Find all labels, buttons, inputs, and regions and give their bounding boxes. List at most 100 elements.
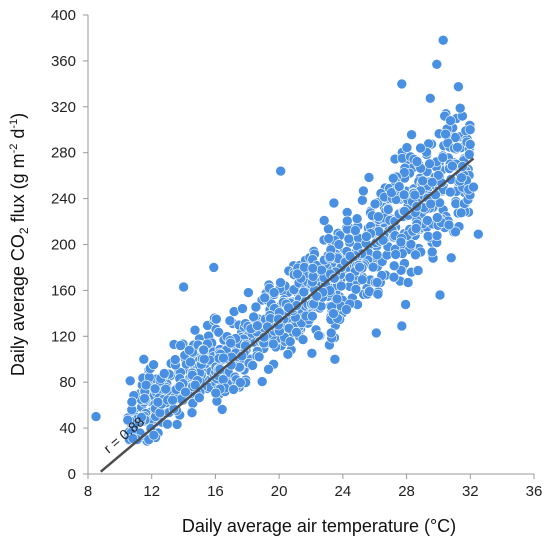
data-point xyxy=(122,414,134,426)
data-point xyxy=(154,407,166,419)
data-point xyxy=(437,152,449,163)
data-point xyxy=(434,289,446,301)
data-point xyxy=(344,272,356,283)
data-point xyxy=(297,334,309,345)
data-point xyxy=(395,236,407,248)
data-point xyxy=(401,142,413,153)
data-point xyxy=(361,231,372,242)
x-tick-label: 28 xyxy=(398,483,415,500)
data-point xyxy=(426,246,438,258)
data-point xyxy=(189,324,201,336)
data-point xyxy=(445,252,457,264)
data-point xyxy=(235,377,246,388)
y-title-sup2: -1 xyxy=(8,119,20,129)
data-point xyxy=(292,268,303,280)
y-tick-label: 280 xyxy=(51,145,76,162)
data-point xyxy=(214,364,226,375)
data-point xyxy=(325,327,337,339)
data-point xyxy=(252,320,263,332)
points-layer xyxy=(90,34,484,447)
data-point xyxy=(316,264,327,276)
data-point xyxy=(180,386,191,398)
data-point xyxy=(447,160,458,172)
data-point xyxy=(463,149,475,160)
data-point xyxy=(350,283,362,295)
data-point xyxy=(259,292,271,304)
data-point xyxy=(210,387,222,399)
data-point xyxy=(437,34,449,46)
y-tick-label: 320 xyxy=(51,99,76,116)
data-point xyxy=(433,170,444,181)
data-point xyxy=(454,102,466,114)
data-point xyxy=(185,356,196,368)
data-point xyxy=(184,344,195,356)
data-point xyxy=(218,352,229,364)
x-tick-label: 8 xyxy=(84,483,92,500)
data-point xyxy=(431,59,443,70)
data-point xyxy=(253,351,265,363)
data-point xyxy=(443,219,455,231)
data-point xyxy=(329,353,341,365)
data-point xyxy=(263,363,274,375)
data-point xyxy=(328,308,339,319)
data-point xyxy=(455,207,467,219)
data-point xyxy=(387,173,399,184)
data-point xyxy=(396,78,408,90)
data-point xyxy=(152,396,164,408)
data-point xyxy=(198,344,209,356)
data-point xyxy=(410,223,422,234)
data-point xyxy=(225,337,236,349)
data-point xyxy=(124,375,136,387)
data-point xyxy=(167,394,178,406)
data-point xyxy=(194,392,205,404)
data-point xyxy=(267,338,279,350)
data-point xyxy=(417,175,429,187)
data-point xyxy=(126,396,138,408)
data-point xyxy=(424,158,435,170)
data-point xyxy=(139,393,150,404)
data-point xyxy=(169,354,181,365)
x-tick-label: 16 xyxy=(207,483,224,500)
data-point xyxy=(456,172,467,183)
data-point xyxy=(372,288,384,300)
data-point xyxy=(307,310,318,322)
data-point xyxy=(243,287,254,298)
data-point xyxy=(90,411,102,422)
data-point xyxy=(160,383,171,395)
data-point xyxy=(341,215,353,227)
data-point xyxy=(396,320,408,332)
data-point xyxy=(406,129,417,140)
data-point xyxy=(426,176,438,188)
y-tick-label: 160 xyxy=(51,282,76,299)
data-point xyxy=(208,262,220,273)
data-point xyxy=(357,195,368,206)
data-point xyxy=(199,353,210,365)
data-point xyxy=(237,303,248,314)
data-point xyxy=(405,239,417,250)
data-point xyxy=(306,347,318,359)
data-point xyxy=(211,313,222,325)
data-point xyxy=(393,181,405,192)
data-point xyxy=(422,231,434,242)
y-tick-label: 200 xyxy=(51,237,76,254)
data-point xyxy=(248,311,259,323)
data-point xyxy=(298,286,310,298)
data-point xyxy=(382,204,394,215)
data-point xyxy=(350,225,361,236)
data-point xyxy=(148,429,160,441)
data-point xyxy=(307,262,319,274)
data-point xyxy=(453,81,464,92)
data-point xyxy=(224,315,236,327)
data-point xyxy=(247,360,258,371)
data-point xyxy=(162,418,173,430)
data-point xyxy=(445,115,456,126)
x-tick-label: 36 xyxy=(526,483,543,500)
data-point xyxy=(284,336,296,347)
data-point xyxy=(354,261,365,273)
data-point xyxy=(136,411,147,423)
data-point xyxy=(358,185,369,197)
data-point xyxy=(450,226,461,238)
data-point xyxy=(178,281,189,293)
data-point xyxy=(452,142,463,153)
data-point xyxy=(363,172,375,183)
